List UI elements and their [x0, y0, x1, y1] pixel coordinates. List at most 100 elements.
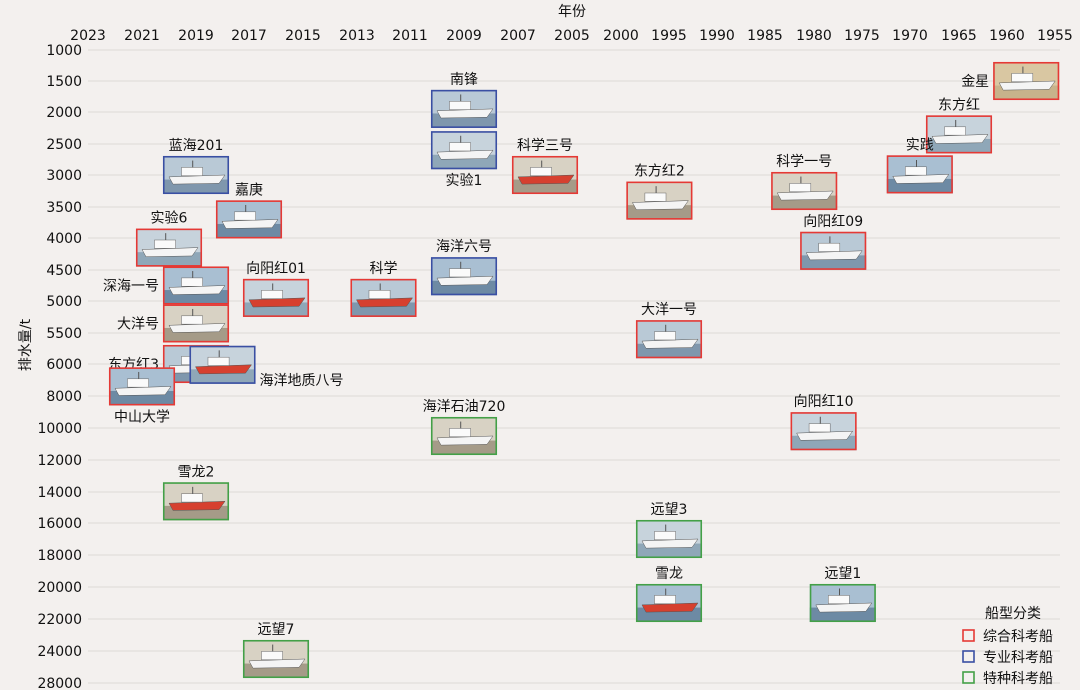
legend-item-label: 综合科考船	[983, 629, 1053, 645]
ship-superstructure	[449, 142, 471, 152]
ship-hull	[931, 134, 989, 144]
ship-label: 嘉庚	[235, 182, 263, 198]
category-frame	[189, 345, 256, 384]
x-tick-label: 2015	[285, 28, 321, 44]
x-tick-label: 1995	[651, 28, 687, 44]
ship-superstructure	[789, 183, 812, 193]
category-frame	[430, 89, 498, 128]
ship-label: 东方红	[938, 97, 980, 113]
category-frame	[635, 583, 703, 623]
ship-marker: 深海一号	[103, 266, 230, 305]
x-tick-label: 2019	[178, 28, 214, 44]
ship-marker: 向阳红09	[800, 214, 867, 270]
x-tick-label: 2009	[446, 28, 482, 44]
category-frame	[771, 171, 838, 211]
x-tick-label: 2021	[124, 28, 160, 44]
ship-hull	[168, 174, 226, 185]
category-frame	[800, 231, 867, 270]
x-tick-label: 2011	[392, 28, 428, 44]
category-frame	[242, 278, 310, 317]
ship-label: 海洋地质八号	[260, 373, 344, 389]
x-axis-ticks: 2023 2021 2019 2017 2015 2013 2011 2009 2007 2005…	[70, 28, 1073, 44]
ship-marker: 实验1	[430, 131, 498, 189]
ship-hull	[436, 435, 494, 446]
ship-label: 海洋石油720	[423, 399, 506, 415]
ship-label: 向阳红10	[794, 394, 854, 410]
y-tick-label: 3500	[46, 200, 82, 216]
ship-superstructure	[828, 595, 850, 605]
category-frame	[162, 482, 230, 521]
category-frame	[108, 367, 176, 406]
ship-hull	[248, 658, 306, 669]
ship-hull	[168, 501, 226, 511]
ship-marker: 大洋号	[117, 304, 230, 343]
ship-superstructure	[181, 167, 203, 177]
ship-superstructure	[944, 126, 966, 136]
ship-hull	[356, 297, 413, 308]
x-tick-label: 1955	[1037, 28, 1073, 44]
category-frame	[626, 181, 693, 220]
ship-marker: 雪龙2	[162, 464, 230, 521]
ship-marker: 海洋六号	[430, 239, 498, 296]
ship-marker: 雪龙	[635, 566, 703, 623]
y-tick-label: 2000	[46, 105, 82, 121]
ship-hull	[436, 149, 494, 160]
x-tick-label: 2000	[603, 28, 639, 44]
ship-hull	[796, 430, 854, 441]
y-tick-label: 8000	[46, 389, 82, 405]
y-tick-label: 10000	[37, 421, 82, 437]
ship-superstructure	[261, 290, 283, 299]
ship-marker: 中山大学	[108, 367, 176, 425]
ship-superstructure	[530, 167, 552, 177]
ship-superstructure	[181, 315, 203, 325]
x-axis-label: 年份	[558, 4, 586, 20]
ship-label: 大洋一号	[641, 302, 697, 318]
ship-label: 实验6	[151, 211, 188, 227]
ship-marker: 科学三号	[511, 138, 579, 195]
x-tick-label: 1965	[941, 28, 977, 44]
y-tick-label: 6000	[46, 357, 82, 373]
ship-label: 东方红2	[634, 164, 685, 180]
y-tick-label: 1500	[46, 74, 82, 90]
legend-item-label: 特种科考船	[983, 671, 1053, 687]
ship-label: 科学三号	[517, 138, 573, 154]
ship-superstructure	[181, 493, 203, 503]
ship-marker: 向阳红10	[790, 394, 857, 451]
x-tick-label: 1975	[844, 28, 880, 44]
ship-label: 雪龙2	[178, 464, 215, 480]
ship-superstructure	[127, 378, 149, 388]
ship-superstructure	[261, 651, 283, 661]
ship-label: 海洋六号	[436, 239, 492, 255]
category-frame	[790, 412, 857, 451]
category-frame	[993, 61, 1060, 101]
y-tick-label: 20000	[37, 580, 82, 596]
ship-hull	[892, 174, 950, 184]
ship-marker: 嘉庚	[215, 182, 283, 239]
ship-label: 金星	[961, 74, 989, 90]
ship-superstructure	[808, 423, 831, 433]
ship-label: 科学一号	[776, 154, 832, 170]
ship-superstructure	[181, 277, 203, 287]
ship-label: 雪龙	[655, 566, 683, 582]
ship-marker: 海洋地质八号	[189, 345, 344, 389]
ship-label: 远望1	[824, 566, 861, 582]
x-tick-label: 2017	[231, 28, 267, 44]
x-tick-label: 1990	[699, 28, 735, 44]
ship-label: 实践	[906, 137, 934, 153]
ship-superstructure	[449, 101, 471, 110]
ship-label: 蓝海201	[169, 138, 224, 154]
y-tick-label: 24000	[37, 644, 82, 660]
y-tick-label: 1000	[46, 43, 82, 59]
ship-superstructure	[654, 531, 676, 541]
y-tick-label: 4500	[46, 263, 82, 279]
ship-marker: 远望3	[635, 502, 703, 559]
ship-superstructure	[1011, 73, 1034, 83]
legend-swatch	[962, 650, 975, 663]
ship-hull	[517, 174, 575, 185]
ship-hull	[195, 364, 252, 375]
ship-hull	[641, 538, 699, 549]
ship-label: 向阳红01	[246, 261, 306, 277]
category-frame	[215, 200, 283, 239]
